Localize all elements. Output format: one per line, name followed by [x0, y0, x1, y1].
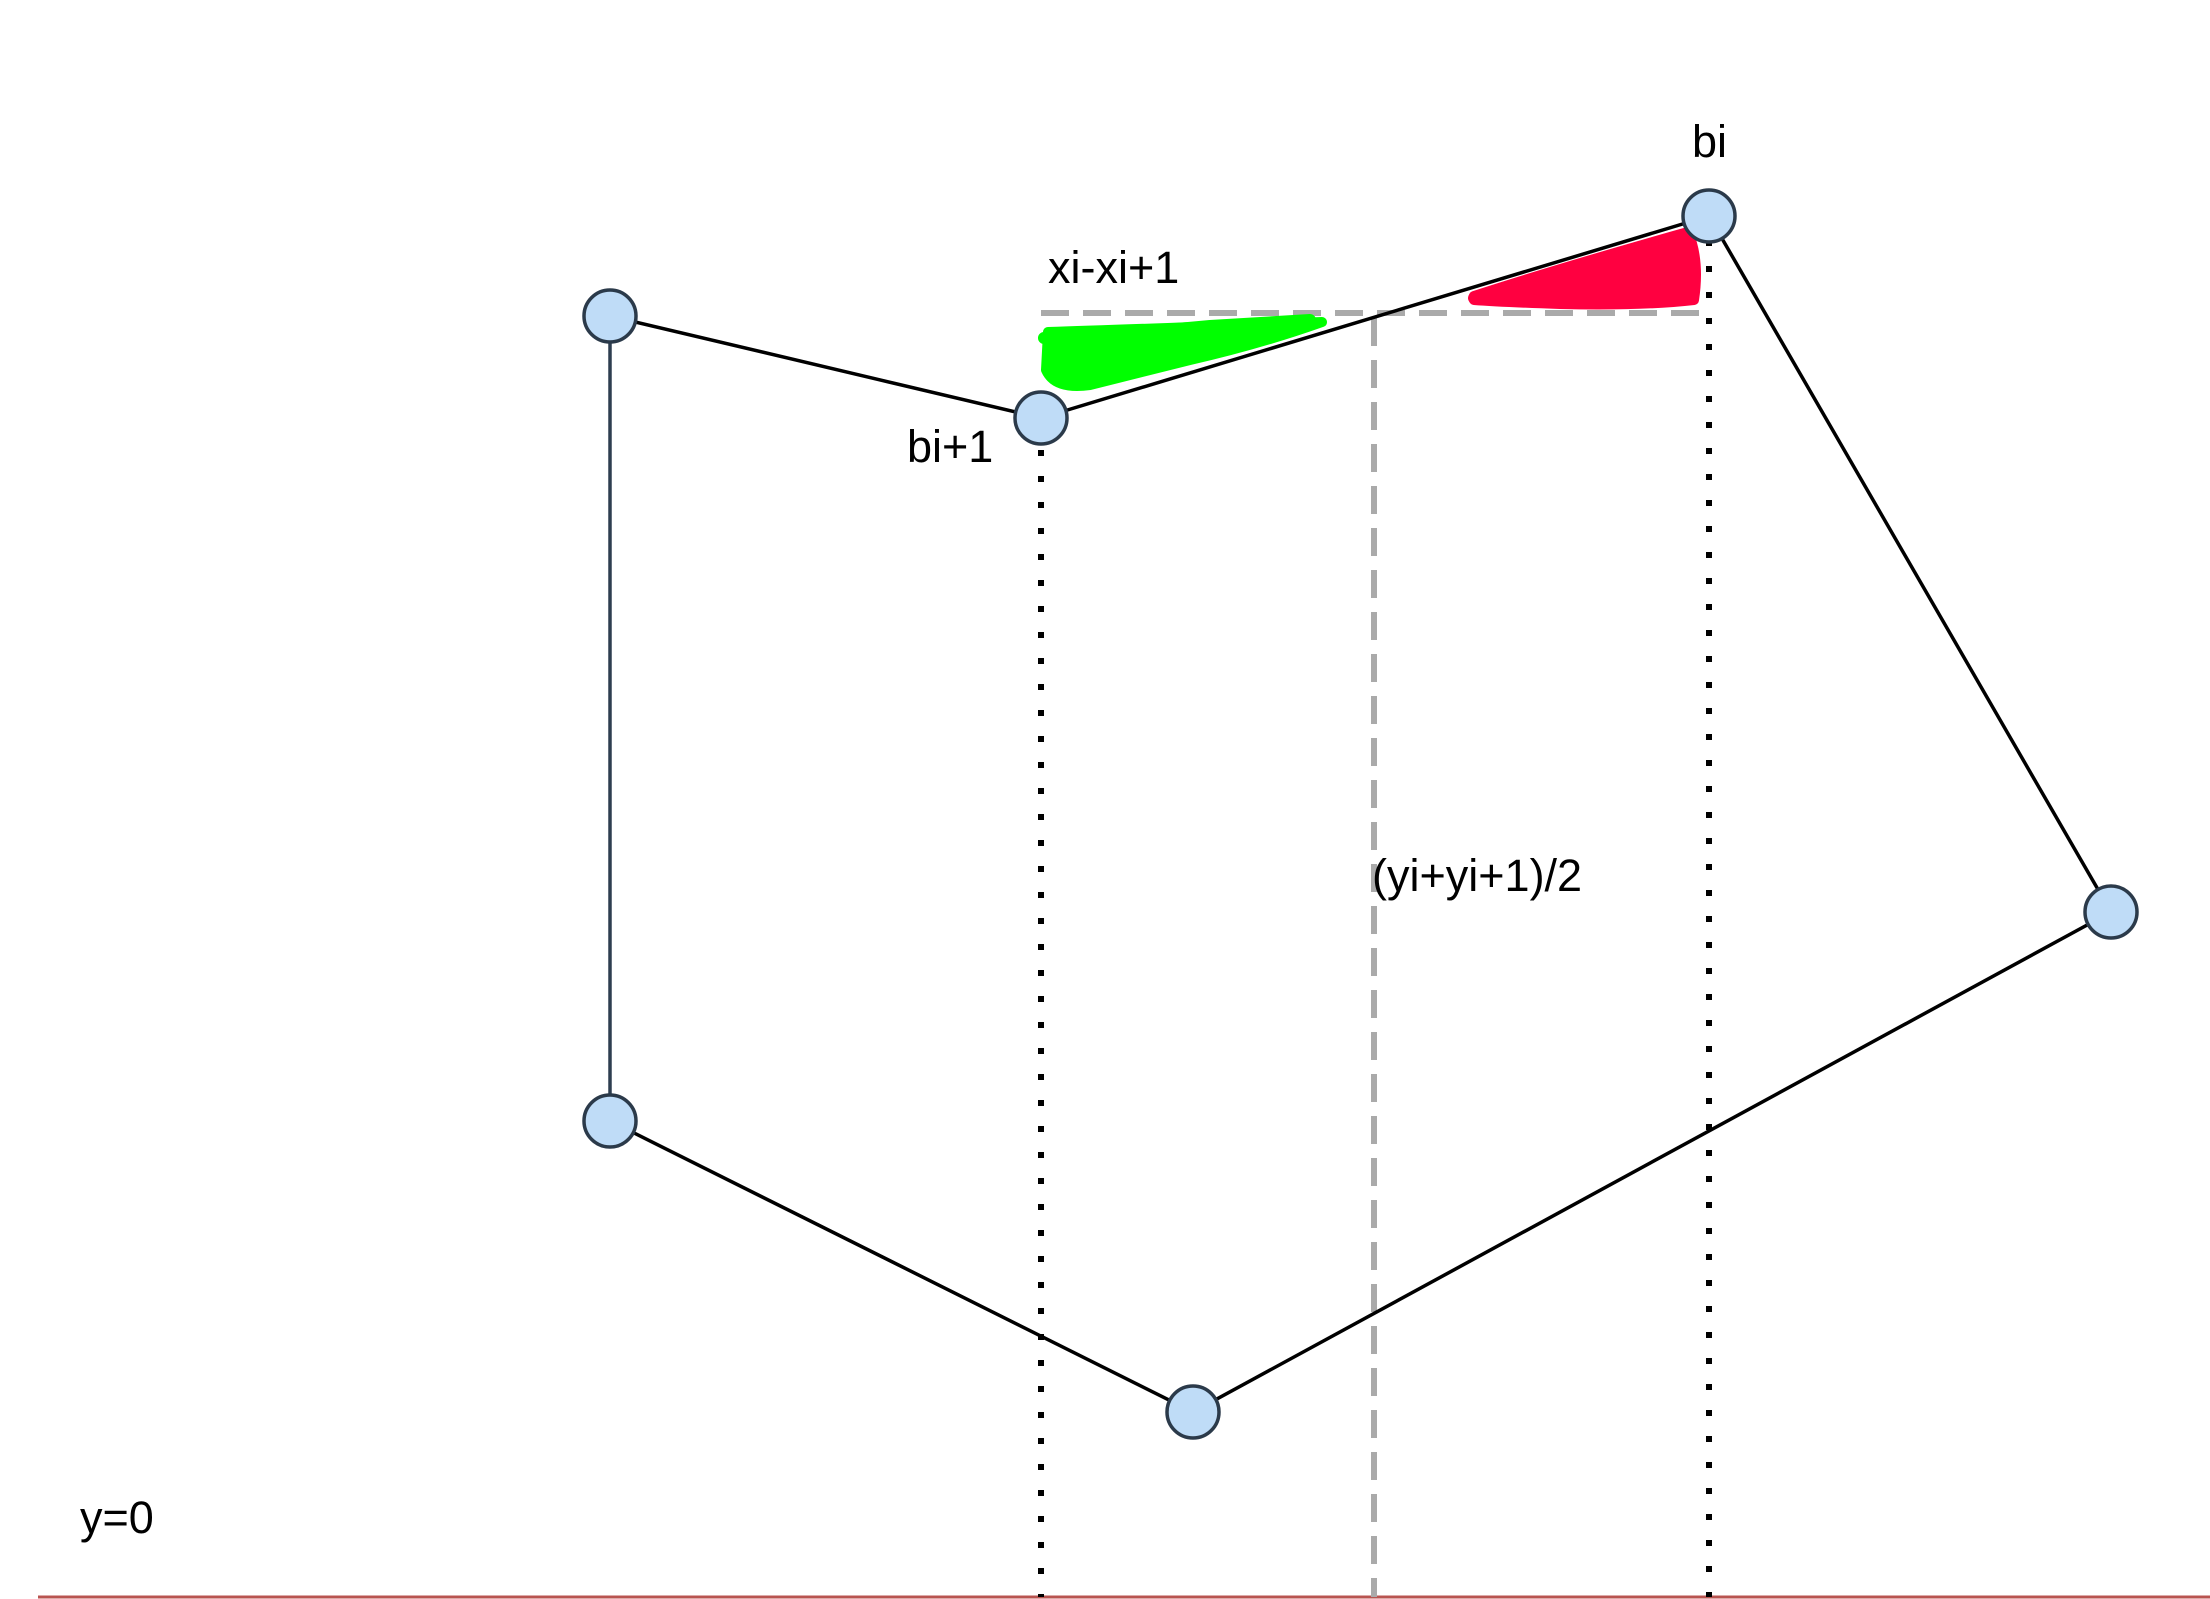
edge-bi-plus-1-to-bi [1040, 214, 1710, 420]
vertex-top-left [582, 288, 638, 344]
vertex-bottom-left [582, 1093, 638, 1149]
green-highlight [1038, 314, 1327, 391]
edge-bi-to-right [1707, 215, 2113, 913]
label-bi: bi [1692, 116, 1727, 167]
edge-right-to-bottom [1192, 910, 2112, 1414]
vertex-bi-plus-1 [1013, 390, 1069, 446]
label-width: xi-xi+1 [1048, 242, 1179, 293]
vertex-bottom [1165, 1384, 1221, 1440]
edge-bottom-to-bottom-left [609, 1119, 1194, 1414]
label-mean-height: (yi+yi+1)/2 [1372, 850, 1582, 901]
vertex-right [2083, 884, 2139, 940]
label-baseline: y=0 [80, 1492, 154, 1543]
edge-top-left-to-bi-plus-1 [609, 314, 1042, 420]
vertex-bi [1681, 188, 1737, 244]
red-highlight [1468, 227, 1701, 310]
label-bi-plus-1: bi+1 [907, 421, 993, 472]
